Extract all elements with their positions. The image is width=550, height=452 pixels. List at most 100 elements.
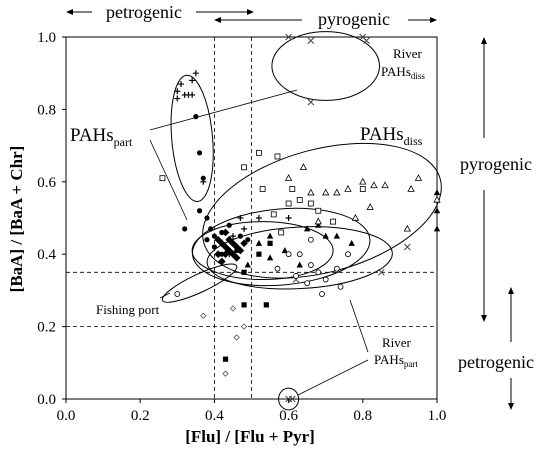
petrogenic-right-arrow-head-up — [508, 287, 514, 294]
point-triangle — [266, 232, 274, 239]
pyrogenic-right-arrow-head-up — [481, 37, 487, 44]
point-open-circle — [307, 262, 314, 268]
point-open-triangle — [359, 177, 367, 185]
x-axis-title: [Flu] / [Flu + Pyr] — [185, 427, 315, 446]
point-open-circle — [333, 265, 340, 272]
point-open-square — [270, 211, 277, 218]
point-open-circle — [322, 276, 329, 283]
ellipse-mid-cluster-2 — [206, 226, 393, 290]
x-tick-label: 0.2 — [131, 408, 150, 424]
point-open-circle — [296, 251, 303, 258]
pahs-part-leader-1 — [149, 89, 298, 131]
point-triangle — [296, 261, 303, 268]
point-plus — [189, 77, 196, 84]
ellipse-pahs-part-left- — [170, 74, 214, 202]
point-open-square — [296, 196, 303, 203]
point-open-triangle — [314, 217, 322, 225]
point-plus — [178, 81, 185, 88]
point-square — [256, 251, 262, 257]
point-dot — [204, 215, 210, 221]
petrogenic-top-arrow-head — [66, 9, 73, 15]
pahs-diss-label: PAHsdiss — [360, 124, 423, 148]
point-triangle — [433, 207, 441, 214]
river-diss-line1: River — [393, 46, 423, 61]
point-x — [307, 37, 315, 44]
point-dot — [196, 208, 203, 214]
point-dot — [182, 226, 188, 232]
point-plus — [174, 88, 181, 95]
point-diamond — [236, 246, 245, 255]
pyrogenic-top-arrow-head-right — [430, 17, 437, 23]
point-small-diamond — [240, 323, 248, 330]
point-open-square — [159, 175, 166, 182]
y-tick-label: 1.0 — [37, 30, 56, 46]
point-open-circle — [345, 251, 351, 258]
point-open-circle — [307, 236, 314, 243]
x-tick-label: 0.4 — [205, 408, 224, 424]
point-plus — [174, 95, 181, 102]
point-triangle — [433, 225, 441, 232]
point-open-circle — [304, 280, 311, 287]
point-open-triangle — [403, 224, 411, 232]
point-dot — [237, 233, 243, 239]
point-open-triangle — [307, 188, 315, 196]
fishing-port-leader — [159, 292, 171, 299]
pyrogenic-right-arrow-head-down — [481, 315, 487, 322]
point-plus — [237, 215, 244, 221]
point-plus — [285, 215, 292, 221]
point-dot — [208, 226, 214, 232]
y-tick-label: 0.6 — [37, 175, 56, 191]
point-open-square — [285, 200, 292, 207]
ellipse-river-part — [278, 387, 300, 411]
river-diss-line2: PAHsdiss — [381, 64, 425, 81]
point-open-circle — [319, 291, 325, 297]
point-triangle — [281, 247, 289, 254]
point-open-square — [274, 153, 281, 160]
petrogenic-top-arrow-head-right — [247, 9, 254, 15]
point-small-diamond — [200, 312, 207, 319]
river-part-leader-1 — [349, 299, 369, 353]
point-open-square — [259, 186, 266, 192]
point-x — [285, 33, 292, 41]
point-dot — [204, 237, 210, 243]
axis-ticks: 0.0 0.2 0.4 0.6 0.8 1.0 0.0 0.2 0.4 0.6 0.8 1.0 — [37, 30, 446, 424]
right-direction-labels: pyrogenic petrogenic — [458, 37, 534, 410]
y-tick-label: 0.4 — [37, 247, 56, 263]
point-diamond — [232, 254, 241, 262]
petrogenic-top-label: petrogenic — [106, 2, 182, 22]
point-dot — [245, 237, 251, 243]
x-tick-label: 1.0 — [428, 408, 447, 424]
point-open-triangle — [407, 185, 415, 192]
point-dot — [211, 233, 217, 239]
data-points — [159, 33, 441, 403]
point-open-circle — [293, 273, 299, 279]
point-triangle — [333, 232, 341, 239]
ellipse-mid-cluster-3 — [191, 221, 334, 281]
point-open-triangle — [344, 185, 352, 192]
fishing-port-label: Fishing port — [96, 302, 160, 317]
point-open-circle — [315, 269, 322, 276]
y-tick-label: 0.0 — [37, 392, 56, 408]
point-plus — [189, 91, 196, 98]
point-open-square — [315, 207, 322, 214]
ellipse-river-pahs-diss — [271, 31, 380, 101]
point-diamond — [218, 257, 226, 266]
point-dot — [226, 222, 232, 228]
point-triangle — [315, 221, 322, 228]
point-x — [363, 37, 370, 44]
point-plus — [192, 70, 199, 77]
point-open-square — [241, 164, 247, 171]
point-small-diamond — [233, 334, 240, 341]
pyrogenic-top-arrow-head-left — [214, 17, 221, 23]
river-part-leader-2 — [297, 359, 369, 396]
grouping-ellipses — [161, 31, 442, 411]
point-open-triangle — [381, 181, 389, 189]
y-tick-label: 0.2 — [37, 320, 56, 336]
point-diamond — [229, 250, 237, 258]
point-open-circle — [274, 265, 281, 272]
point-open-triangle — [333, 188, 341, 196]
point-x — [377, 268, 385, 276]
x-tick-label: 0.8 — [353, 408, 372, 424]
point-open-triangle — [366, 203, 374, 210]
river-part-line2: PAHspart — [374, 352, 418, 369]
